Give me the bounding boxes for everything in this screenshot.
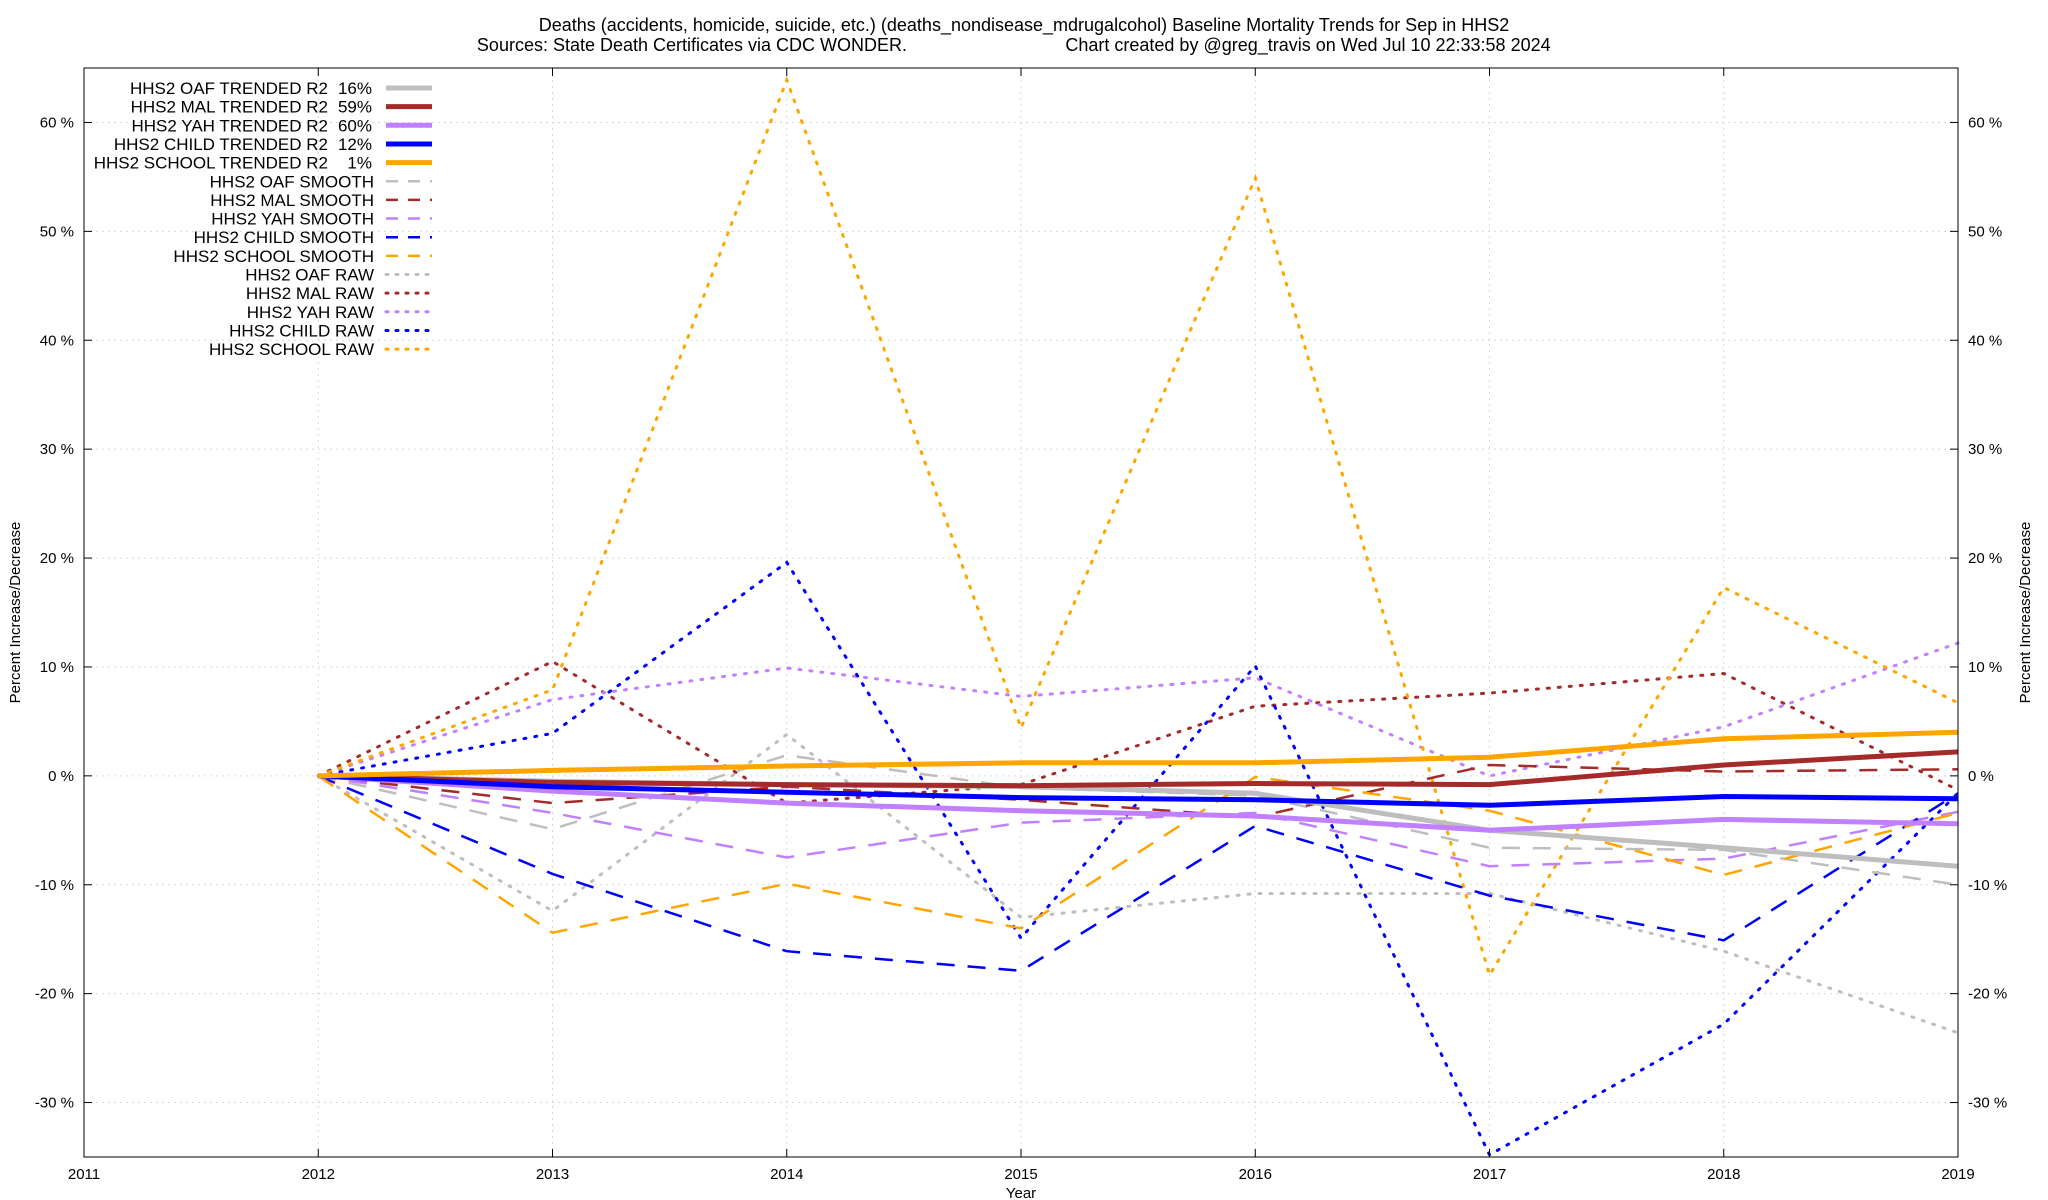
series-line-hhs2-school-trended-r2 [318, 729, 1959, 779]
legend-label: HHS2 CHILD TRENDED R2 [114, 135, 328, 154]
series-line-hhs2-child-trended-r2 [318, 773, 1959, 808]
legend-label: HHS2 SCHOOL RAW [209, 340, 374, 359]
series-line-hhs2-school-raw [316, 75, 1960, 979]
y-tick-label-left: 30 % [40, 441, 74, 458]
y-tick-label-right: -10 % [1968, 877, 2007, 894]
y-tick-label-left: 50 % [40, 223, 74, 240]
legend-r2-value: 59% [338, 98, 372, 117]
legend-label: HHS2 YAH SMOOTH [211, 210, 374, 229]
legend-r2-value: 60% [338, 116, 372, 135]
chart-title-line1: Deaths (accidents, homicide, suicide, et… [539, 15, 1510, 36]
y-tick-label-right: 40 % [1968, 332, 2002, 349]
y-tick-label-right: -20 % [1968, 986, 2007, 1003]
series-layer [316, 75, 1960, 1157]
legend-label: HHS2 OAF SMOOTH [210, 172, 374, 191]
legend-label: HHS2 SCHOOL TRENDED R2 [94, 154, 328, 173]
y-tick-label-right: 0 % [1968, 768, 1994, 785]
legend-label: HHS2 CHILD SMOOTH [194, 228, 374, 247]
legend-label: HHS2 MAL RAW [246, 284, 374, 303]
x-tick-label: 2017 [1473, 1166, 1506, 1183]
series-line-hhs2-mal-raw [316, 659, 1960, 805]
legend-label: HHS2 OAF TRENDED R2 [130, 79, 328, 98]
legend-label: HHS2 CHILD RAW [229, 321, 374, 340]
x-tick-label: 2012 [302, 1166, 335, 1183]
legend-r2-value: 1% [347, 154, 372, 173]
y-tick-label-left: -30 % [35, 1095, 74, 1112]
y-tick-label-right: 30 % [1968, 441, 2002, 458]
y-axis-label-left: Percent Increase/Decrease [7, 522, 24, 704]
y-tick-label-right: 60 % [1968, 114, 2002, 131]
legend-label: HHS2 MAL SMOOTH [210, 191, 374, 210]
y-tick-label-left: -10 % [35, 877, 74, 894]
legend: HHS2 OAF TRENDED R2 16% HHS2 MAL TRENDED R… [94, 79, 434, 359]
y-tick-label-right: 20 % [1968, 550, 2002, 567]
y-axis-label-right: Percent Increase/Decrease [2017, 522, 2034, 704]
series-line-hhs2-oaf-raw [316, 732, 1960, 1035]
series-line-hhs2-child-smooth [317, 774, 1959, 973]
series-line-hhs2-yah-raw [316, 641, 1960, 778]
legend-label: HHS2 MAL TRENDED R2 [131, 98, 328, 117]
y-tick-label-left: 60 % [40, 114, 74, 131]
y-tick-label-left: 0 % [48, 768, 74, 785]
y-tick-label-left: 20 % [40, 550, 74, 567]
x-tick-label: 2013 [536, 1166, 569, 1183]
y-tick-label-left: -20 % [35, 986, 74, 1003]
legend-r2-value: 12% [338, 135, 372, 154]
x-tick-label: 2015 [1004, 1166, 1037, 1183]
y-tick-label-right: 10 % [1968, 659, 2002, 676]
ticks-layer: 2011 2012 2013 2014 2015 2016 2017 2018 2019 -30 … [35, 68, 2007, 1183]
chart-title-credit: Chart created by @greg_travis on Wed Jul… [1065, 35, 1550, 56]
x-axis-label: Year [1006, 1185, 1036, 1200]
y-tick-label-right: -30 % [1968, 1095, 2007, 1112]
chart-title-sources: Sources: State Death Certificates via CD… [477, 35, 907, 55]
x-tick-label: 2016 [1239, 1166, 1272, 1183]
legend-label: HHS2 YAH TRENDED R2 [132, 116, 329, 135]
y-tick-label-left: 10 % [40, 659, 74, 676]
legend-label: HHS2 YAH RAW [247, 303, 374, 322]
x-tick-label: 2018 [1707, 1166, 1740, 1183]
series-line-hhs2-yah-trended-r2 [318, 773, 1959, 833]
legend-r2-value: 16% [338, 79, 372, 98]
x-tick-label: 2011 [68, 1166, 100, 1183]
legend-label: HHS2 SCHOOL SMOOTH [173, 247, 374, 266]
series-line-hhs2-mal-trended-r2 [318, 749, 1959, 789]
grid-layer [83, 68, 1959, 1157]
legend-label: HHS2 OAF RAW [245, 266, 374, 285]
x-tick-label: 2019 [1941, 1166, 1974, 1183]
series-line-hhs2-school-smooth [317, 774, 1959, 935]
series-line-hhs2-child-raw [316, 560, 1960, 1157]
x-tick-label: 2014 [770, 1166, 803, 1183]
y-tick-label-left: 40 % [40, 332, 74, 349]
y-tick-label-right: 50 % [1968, 223, 2002, 240]
